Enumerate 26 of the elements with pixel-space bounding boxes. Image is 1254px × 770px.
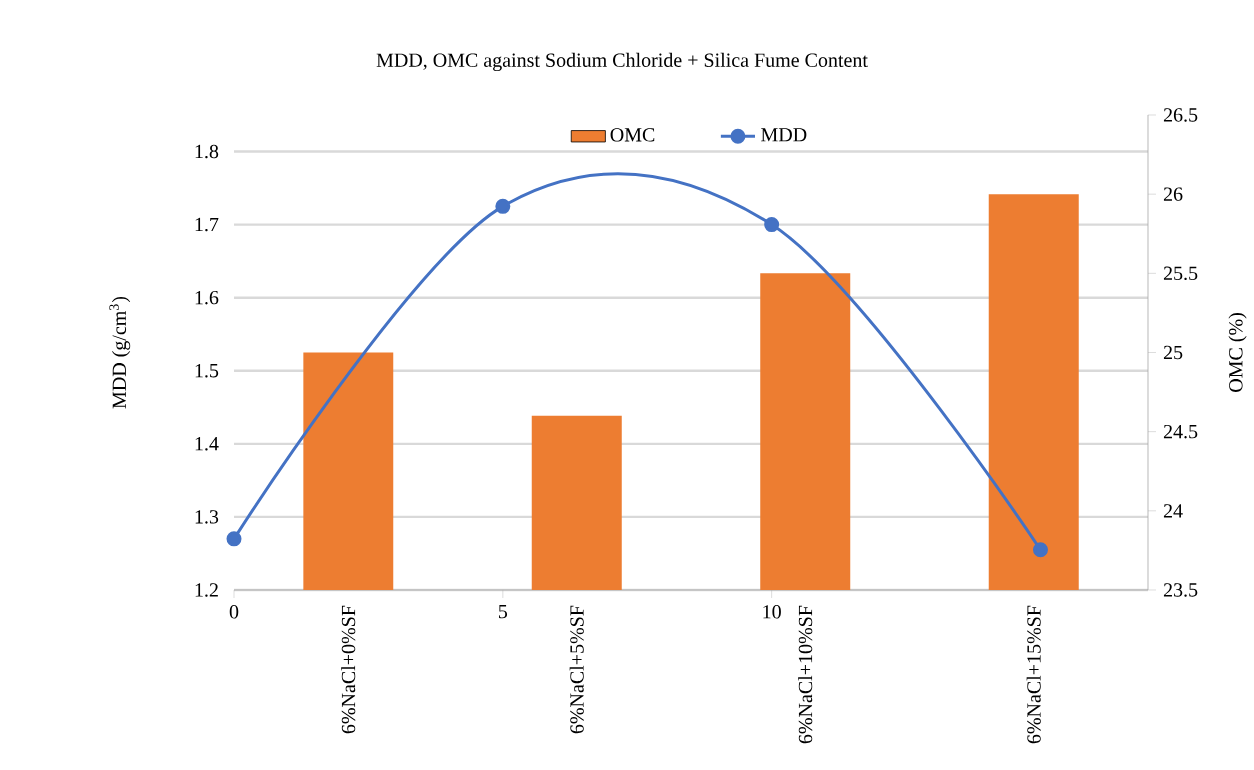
y2-tick-label: 26.5 — [1163, 108, 1198, 122]
x-tick-label: 6%NaCl+5%SF — [569, 605, 584, 734]
y-tick-label: 1.7 — [195, 217, 219, 232]
x2-tick-label: 0 — [229, 605, 239, 619]
legend-label: MDD — [761, 128, 807, 142]
y-tick-label: 1.5 — [195, 364, 219, 378]
chart-title: MDD, OMC against Sodium Chloride + Silica Fume Content — [376, 52, 868, 72]
y2-tick-label: 26 — [1163, 187, 1183, 201]
x-tick-label: 6%NaCl+15%SF — [1026, 605, 1041, 744]
y-axis-title: MDD (g/cm$^{3}$) — [109, 296, 131, 409]
y2-tick-label: 25.5 — [1163, 266, 1198, 281]
y-tick-label: 1.3 — [195, 510, 219, 524]
legend-label: OMC — [610, 128, 655, 142]
y-tick-label: 1.2 — [195, 583, 218, 597]
y-tick-label: 1.4 — [195, 437, 219, 451]
x-tick-label: 6%NaCl+0%SF — [341, 605, 356, 734]
y2-tick-label: 24 — [1163, 504, 1183, 518]
x-tick-label: 6%NaCl+10%SF — [798, 605, 813, 744]
x2-tick-label: 10 — [763, 605, 781, 619]
y2-tick-label: 25 — [1163, 345, 1183, 360]
y2-axis-title: OMC (%) — [1228, 313, 1247, 392]
y2-tick-label: 24.5 — [1163, 424, 1198, 439]
y-tick-label: 1.8 — [195, 144, 219, 159]
y2-tick-label: 23.5 — [1163, 583, 1198, 597]
x2-tick-label: 5 — [498, 605, 508, 619]
y-tick-label: 1.6 — [195, 290, 219, 305]
